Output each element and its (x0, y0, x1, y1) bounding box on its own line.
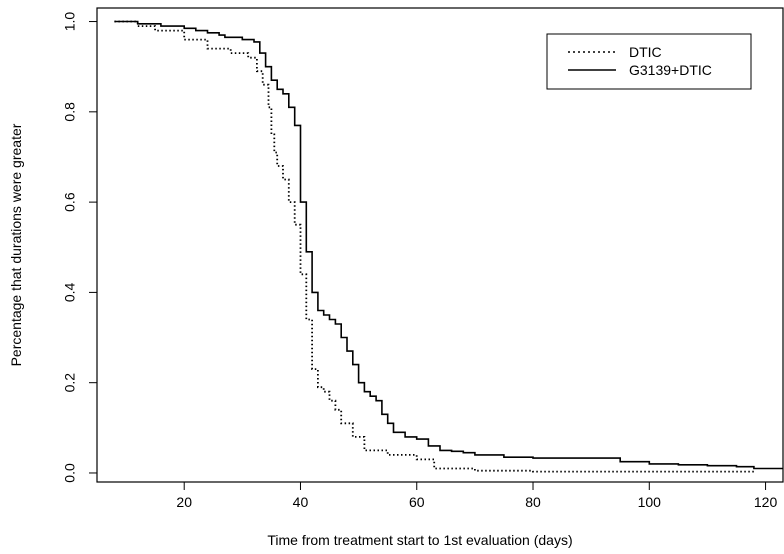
legend: DTIC G3139+DTIC (546, 33, 752, 90)
x-tick-label: 40 (293, 494, 309, 510)
y-tick-label: 0.0 (62, 463, 78, 483)
x-axis: 20 40 60 80 100 120 (176, 482, 777, 510)
x-tick-label: 100 (638, 494, 662, 510)
x-tick-label: 80 (525, 494, 541, 510)
series-line-g3139-dtic (114, 20, 783, 470)
plot-frame (96, 7, 784, 483)
y-tick-label: 0.2 (62, 373, 78, 393)
series-line-dtic (114, 20, 755, 473)
x-tick-label: 60 (409, 494, 425, 510)
y-tick-label: 1.0 (62, 12, 78, 32)
y-axis-title: Percentage that durations were greater (8, 123, 24, 366)
x-tick-label: 20 (176, 494, 192, 510)
y-tick-label: 0.8 (62, 102, 78, 122)
y-axis: 0.0 0.2 0.4 0.6 0.8 1.0 (62, 12, 97, 483)
y-tick-label: 0.4 (62, 282, 78, 302)
x-tick-label: 120 (754, 494, 778, 510)
legend-label-g3139-dtic: G3139+DTIC (629, 62, 712, 78)
y-tick-label: 0.6 (62, 192, 78, 212)
legend-box (546, 33, 752, 90)
legend-label-dtic: DTIC (629, 44, 662, 60)
series-layer (114, 20, 783, 473)
x-axis-title: Time from treatment start to 1st evaluat… (267, 532, 572, 548)
